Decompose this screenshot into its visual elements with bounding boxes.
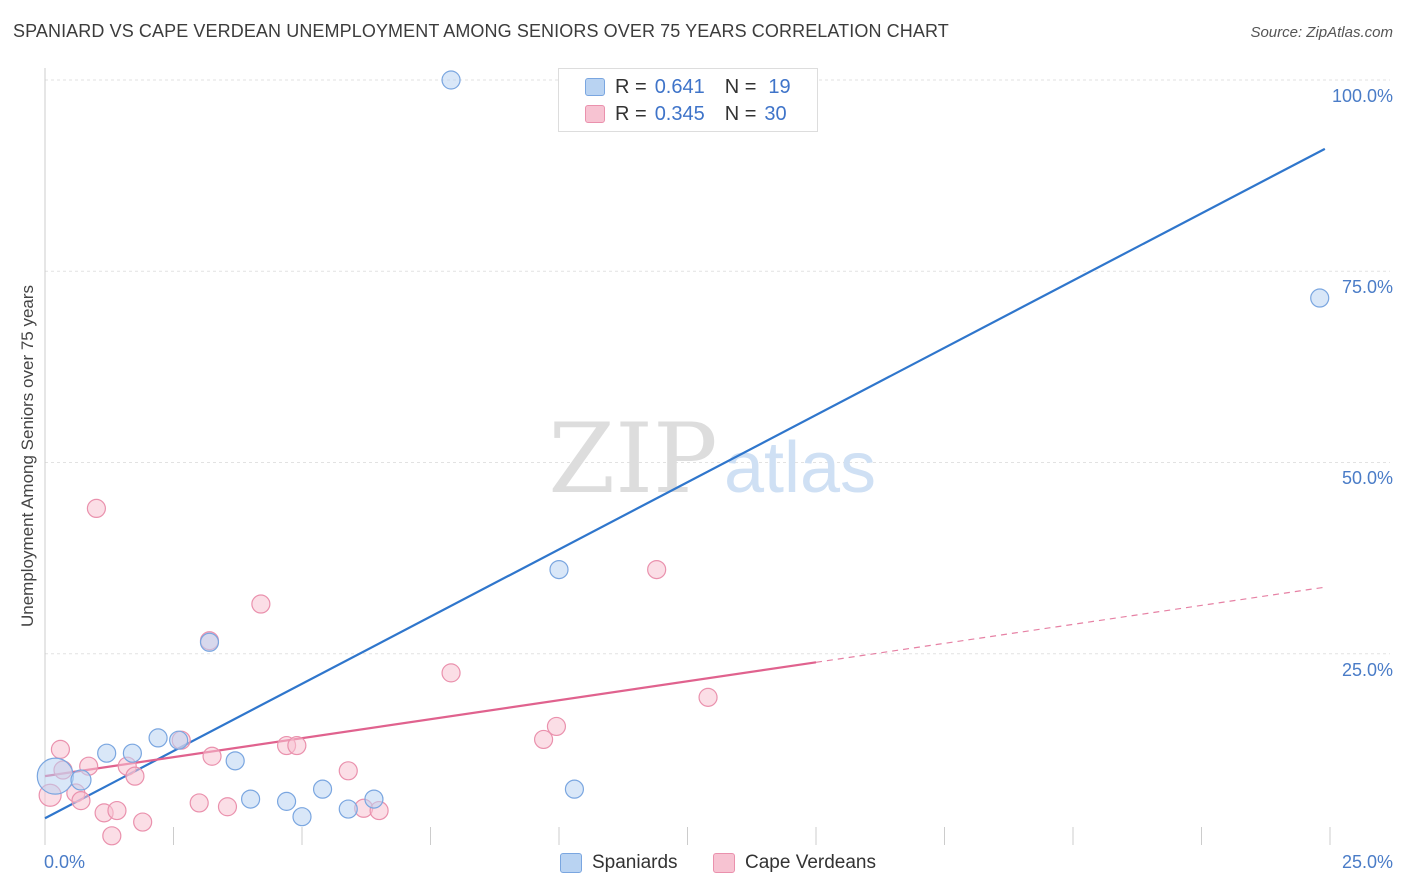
trend-line-pink <box>44 661 817 778</box>
spaniards-legend-swatch <box>560 853 582 873</box>
data-point-pink <box>338 761 358 781</box>
data-point-pink <box>533 729 554 750</box>
y-tick-25: 25.0% <box>1341 660 1393 680</box>
data-point-blue <box>364 789 384 809</box>
data-point-blue <box>199 632 220 652</box>
trend-lines <box>44 147 1326 820</box>
data-point-blue <box>338 799 358 819</box>
r-value: 0.345 <box>654 102 705 125</box>
r-label: R = <box>615 102 647 125</box>
data-point-blue <box>441 70 461 90</box>
data-point-blue <box>549 559 569 580</box>
data-point-pink <box>546 716 567 737</box>
watermark-zip: ZIP <box>548 403 717 515</box>
y-tick-100: 100.0% <box>1331 86 1393 106</box>
y-tick-75: 75.0% <box>1341 277 1393 297</box>
data-point-blue <box>241 789 261 809</box>
data-point-blue <box>1310 288 1330 308</box>
x-tick-min: 0.0% <box>44 852 86 872</box>
data-point-pink <box>202 746 222 766</box>
data-point-blue <box>36 757 74 795</box>
data-point-pink <box>71 791 91 811</box>
legend-label-spaniards: Spaniards <box>592 852 678 873</box>
legend-label-cape-verdeans: Cape Verdeans <box>745 852 876 873</box>
data-point-blue <box>122 743 142 763</box>
axes <box>44 68 1331 845</box>
watermark-atlas: atlas <box>724 428 876 508</box>
data-point-pink <box>251 594 271 614</box>
data-point-pink <box>133 812 153 832</box>
n-label: N = <box>724 75 757 98</box>
data-point-pink <box>102 826 122 846</box>
trend-line-blue <box>44 147 1326 820</box>
data-point-blue <box>148 728 168 748</box>
r-label: R = <box>615 75 647 98</box>
legend-row-spaniards: R = 0.641 N = 19 <box>585 75 791 99</box>
legend-row-cape-verdeans: R = 0.345 N = 30 <box>585 102 787 126</box>
data-point-pink <box>50 739 71 759</box>
r-value: 0.641 <box>654 75 705 98</box>
data-point-pink <box>189 793 209 813</box>
data-point-pink <box>698 687 718 707</box>
data-point-blue <box>97 743 117 763</box>
data-point-pink <box>441 663 461 683</box>
watermark: ZIP atlas <box>548 403 876 515</box>
data-point-pink <box>287 735 307 756</box>
data-point-pink <box>125 766 145 786</box>
correlation-legend: R = 0.641 N = 19 R = 0.345 N = 30 <box>558 68 818 132</box>
cape-verdeans-legend-swatch <box>713 853 735 873</box>
source-label: Source: ZipAtlas.com <box>1250 24 1393 41</box>
y-tick-50: 50.0% <box>1341 468 1393 488</box>
data-point-blue <box>276 791 297 811</box>
spaniards-swatch <box>585 78 605 96</box>
data-points <box>36 70 1330 846</box>
cape-verdeans-swatch <box>585 105 605 123</box>
data-point-blue <box>169 730 189 750</box>
data-point-pink <box>86 498 107 518</box>
data-point-blue <box>564 779 585 799</box>
data-point-blue <box>292 807 312 827</box>
n-label: N = <box>724 102 757 125</box>
data-point-blue <box>225 751 245 771</box>
data-point-blue <box>70 769 92 791</box>
n-value: 19 <box>768 75 791 98</box>
x-tick-max: 25.0% <box>1341 852 1393 872</box>
data-point-pink <box>107 800 127 821</box>
data-point-pink <box>647 559 667 580</box>
chart-title: SPANIARD VS CAPE VERDEAN UNEMPLOYMENT AM… <box>13 21 949 41</box>
data-point-pink <box>217 797 238 817</box>
gridlines <box>45 79 1390 655</box>
legend-item-spaniards[interactable]: Spaniards <box>560 852 678 874</box>
data-point-blue <box>312 779 333 799</box>
legend-item-cape-verdeans[interactable]: Cape Verdeans <box>713 852 876 874</box>
n-value: 30 <box>764 102 787 125</box>
trend-line-extension-pink <box>815 586 1325 663</box>
